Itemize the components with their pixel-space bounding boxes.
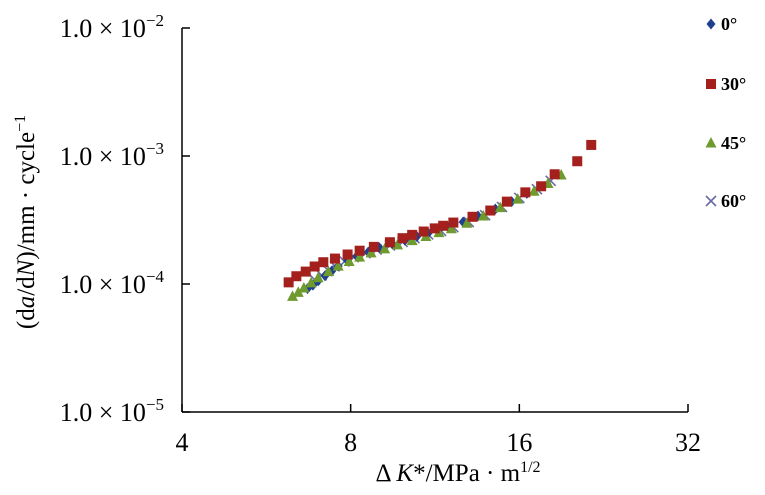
data-point (407, 229, 418, 240)
data-point (467, 211, 478, 222)
legend-marker (705, 195, 717, 207)
data-point (549, 169, 560, 180)
y-axis: 1.0 × 10−5 1.0 × 10−4 1.0 × 10−3 1.0 × 10−2 (60, 11, 190, 427)
legend-label: 45° (721, 133, 746, 153)
x-tick-label: 16 (506, 428, 532, 457)
data-point (291, 271, 302, 282)
data-point (354, 251, 366, 262)
data-point (485, 205, 496, 216)
data-point (318, 257, 329, 268)
data-point (494, 201, 506, 213)
data-point (343, 255, 355, 266)
data-point (461, 217, 473, 228)
legend-label: 0° (721, 14, 737, 34)
data-point (305, 276, 317, 288)
data-point (300, 266, 311, 277)
x-tick-label: 32 (675, 428, 701, 457)
data-point (384, 237, 395, 248)
data-point (512, 193, 524, 204)
series-triangle (287, 169, 567, 301)
data-point (298, 282, 310, 293)
data-point (572, 156, 583, 167)
legend-item: 0° (706, 14, 737, 34)
series-square (283, 139, 597, 288)
data-point (287, 290, 299, 301)
data-point (406, 234, 418, 246)
data-point (520, 187, 531, 198)
data-point (283, 277, 294, 288)
x-ticks: 4 8 16 32 (176, 404, 701, 457)
legend-label: 30° (721, 74, 746, 94)
y-tick-label: 1.0 × 10−3 (60, 139, 164, 171)
data-point (309, 261, 320, 272)
data-point (292, 286, 304, 297)
data-point (368, 241, 379, 252)
data-point (445, 222, 457, 234)
x-tick-label: 8 (344, 428, 357, 457)
data-point (586, 139, 597, 150)
legend-marker (706, 79, 716, 89)
data-point (501, 196, 512, 207)
data-point (438, 220, 449, 231)
x-axis: 4 8 16 32 (176, 404, 701, 457)
data-point (312, 271, 324, 283)
data-point (342, 249, 353, 260)
y-ticks: 1.0 × 10−5 1.0 × 10−4 1.0 × 10−3 1.0 × 10−2 (60, 11, 190, 427)
y-axis-label: (da/dN)/mm · cycle−1 (12, 115, 40, 329)
data-point (536, 181, 547, 192)
series-diamond (303, 187, 532, 295)
legend-item: 30° (706, 74, 746, 94)
legend-marker (706, 18, 716, 30)
x-tick-label: 4 (176, 428, 189, 457)
plot-area (283, 139, 597, 301)
y-tick-label: 1.0 × 10−2 (60, 11, 164, 43)
data-point (365, 246, 377, 258)
data-point (397, 233, 408, 244)
x-axis-label: Δ K*/MPa · m1/2 (375, 459, 540, 487)
data-point (329, 253, 340, 264)
data-point (418, 226, 429, 237)
data-point (379, 242, 391, 254)
data-point (448, 217, 459, 228)
y-tick-label: 1.0 × 10−4 (60, 267, 165, 299)
data-point (477, 209, 489, 221)
data-point (528, 185, 540, 196)
y-tick-label: 1.0 × 10−5 (60, 395, 164, 427)
legend-item: 60° (705, 191, 746, 211)
data-point (354, 245, 365, 256)
legend: 0° 30° 45° 60° (705, 14, 746, 211)
data-point (322, 265, 334, 277)
legend-item: 45° (705, 133, 746, 153)
data-point (429, 223, 440, 234)
legend-label: 60° (721, 191, 746, 211)
legend-marker (705, 137, 717, 148)
data-point (332, 260, 344, 271)
